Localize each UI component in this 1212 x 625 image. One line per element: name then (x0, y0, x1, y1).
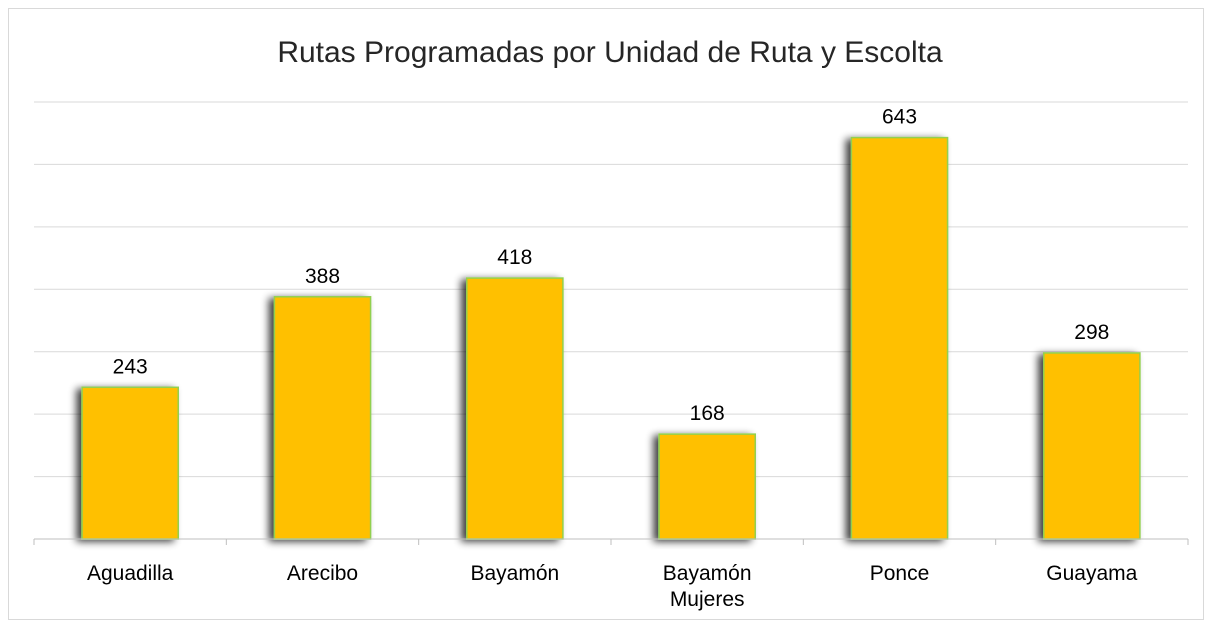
bars (81, 136, 1141, 540)
x-tick-label: Mujeres (670, 588, 745, 611)
x-tick-label: Ponce (870, 562, 930, 585)
bar (466, 277, 564, 540)
bar (658, 433, 756, 540)
x-tick-label: Guayama (1046, 562, 1137, 585)
x-tick-label: Arecibo (287, 562, 358, 585)
data-label: 643 (882, 106, 917, 129)
x-axis: Aguadilla Arecibo Bayamón Bayamón Mujeres Pon… (33, 538, 1189, 611)
data-label: 168 (690, 402, 725, 425)
x-tick-label: Bayamón (663, 562, 752, 585)
data-label: 298 (1074, 321, 1109, 344)
bar (273, 296, 372, 540)
bar (850, 136, 949, 540)
chart-title: Rutas Programadas por Unidad de Ruta y E… (277, 36, 943, 69)
data-label: 243 (113, 355, 148, 378)
chart-frame (8, 8, 1204, 620)
gridlines (34, 101, 1188, 478)
x-tick-label: Aguadilla (87, 562, 174, 585)
data-label: 388 (305, 265, 340, 288)
data-labels: 243 388 418 168 643 298 (113, 106, 1110, 426)
bar (81, 386, 179, 540)
data-label: 418 (497, 246, 532, 269)
x-tick-label: Bayamón (470, 562, 559, 585)
bar (1043, 352, 1141, 540)
